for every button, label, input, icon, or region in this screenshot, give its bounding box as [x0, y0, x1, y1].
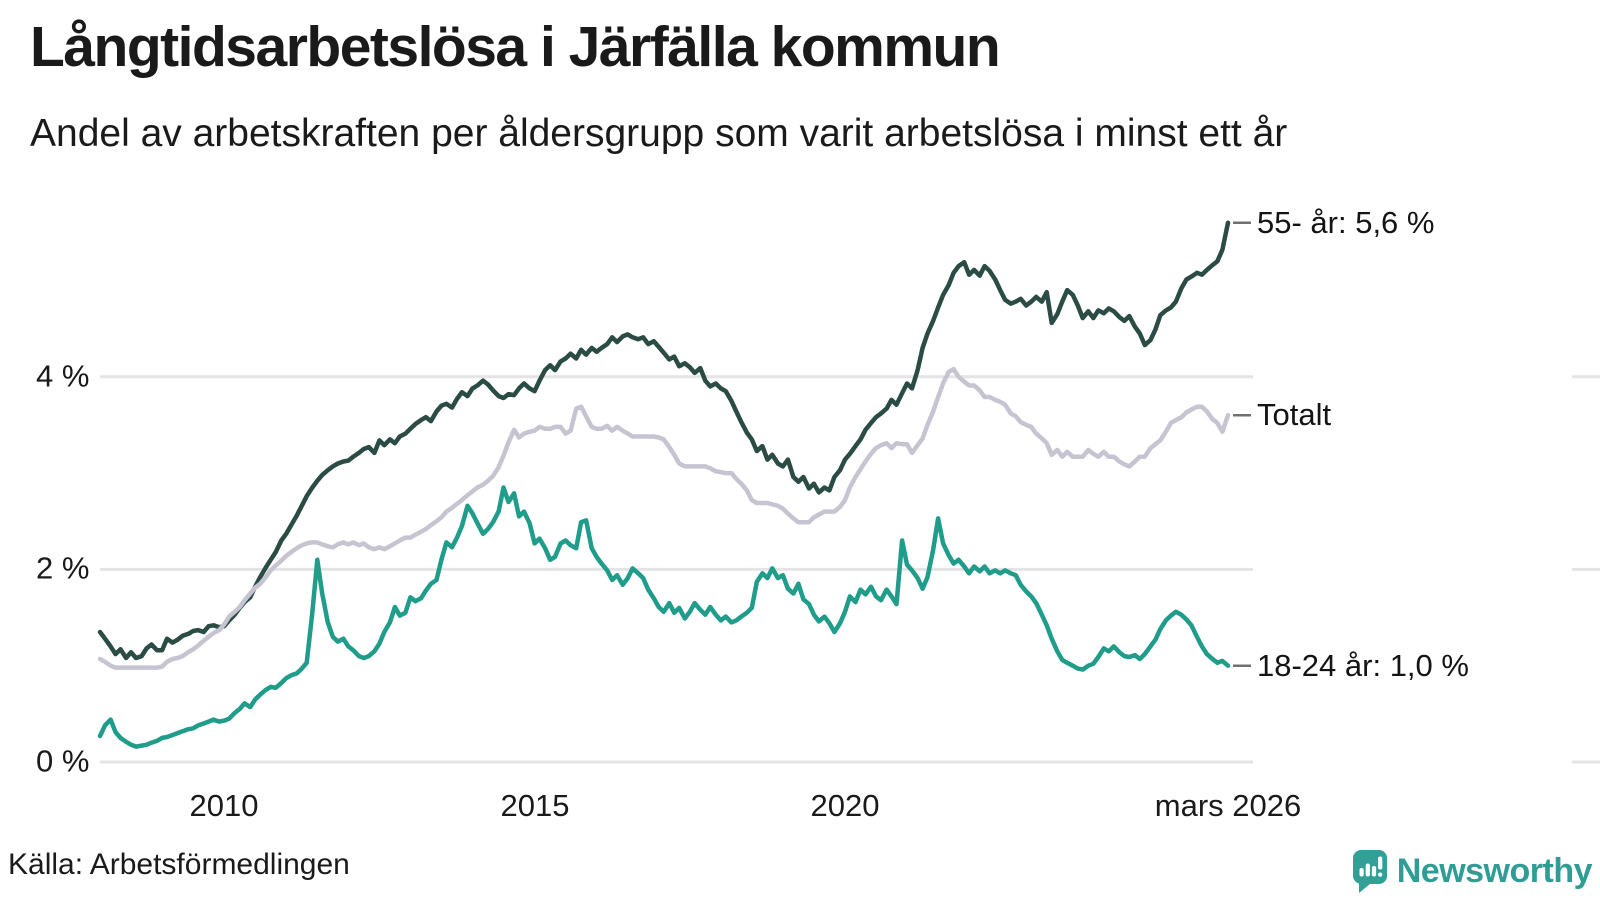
x-axis-tick-2: 2020 — [810, 788, 880, 823]
x-axis-tick-1: 2015 — [500, 788, 570, 823]
line-55-ar — [97, 220, 1231, 661]
x-axis-tick-0: 2010 — [189, 788, 259, 823]
y-axis-tick-0: 0 % — [36, 743, 90, 779]
line-18-24-ar — [97, 485, 1231, 749]
x-axis-tick-3: mars 2026 — [1154, 788, 1302, 823]
series-label-55-ar: 55- år: 5,6 % — [1257, 205, 1435, 240]
newsworthy-branding: Newsworthy — [1352, 850, 1593, 893]
y-axis-tick-2: 4 % — [36, 358, 90, 394]
page-title: Långtidsarbetslösa i Järfälla kommun — [30, 15, 1001, 79]
newsworthy-logo-text: Newsworthy — [1396, 852, 1593, 890]
line-totalt — [97, 366, 1231, 670]
newsworthy-logo-icon — [1352, 850, 1387, 893]
page-subtitle: Andel av arbetskraften per åldersgrupp s… — [30, 112, 1288, 155]
source-note: Källa: Arbetsförmedlingen — [8, 848, 350, 881]
y-axis-tick-1: 2 % — [36, 550, 90, 586]
series-label-totalt: Totalt — [1257, 397, 1332, 432]
series-label-18-24-ar: 18-24 år: 1,0 % — [1257, 648, 1469, 683]
